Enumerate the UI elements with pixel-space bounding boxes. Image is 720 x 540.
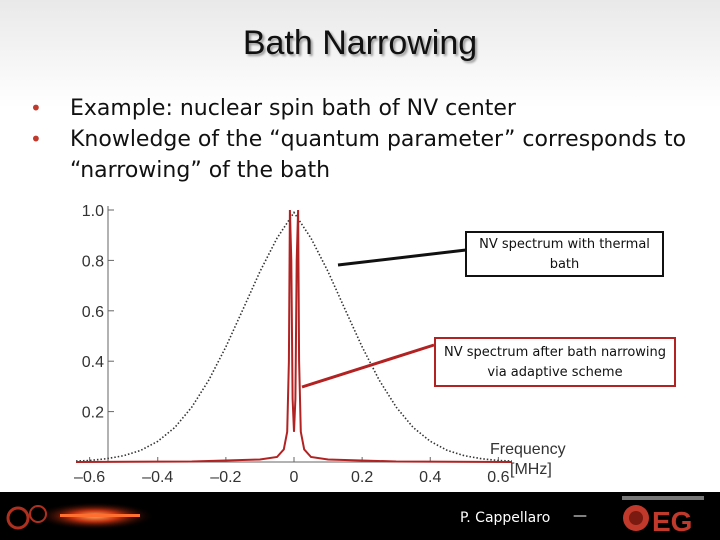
leader-line-narrowed: [301, 343, 435, 389]
qeg-logo-icon: EG: [622, 496, 704, 536]
bullet-dot-icon: •: [30, 126, 42, 151]
series-line-narrowed: [75, 209, 513, 463]
x-axis-label-unit: [MHz]: [510, 461, 552, 478]
svg-text:EG: EG: [652, 506, 692, 536]
y-tick-label: 0.8: [82, 253, 104, 270]
footer-author: P. Cappellaro: [460, 510, 551, 526]
x-tick-label: 0.6: [487, 469, 509, 486]
y-tick-label: 0.2: [82, 405, 104, 422]
callout-narrowed-bath: NV spectrum after bath narrowing via ada…: [434, 337, 676, 387]
bullet-text: Knowledge of the “quantum parameter” cor…: [70, 126, 687, 183]
callout-thermal-bath: NV spectrum with thermal bath: [465, 231, 664, 277]
footer-bar: P. Cappellaro — EG: [0, 492, 720, 540]
x-tick-label: 0: [290, 469, 299, 486]
y-tick-label: 1.0: [82, 203, 104, 220]
y-tick-label: 0.4: [82, 354, 104, 371]
series-line-thermal: [75, 211, 513, 462]
bullet-list: • Example: nuclear spin bath of NV cente…: [30, 94, 690, 186]
chart-series: [75, 209, 513, 463]
footer-dash: —: [573, 508, 587, 524]
bullet-text: Example: nuclear spin bath of NV center: [70, 96, 516, 121]
x-tick-label: –0.4: [142, 469, 173, 486]
x-tick-label: –0.6: [74, 469, 105, 486]
bullet-item: • Knowledge of the “quantum parameter” c…: [30, 125, 690, 187]
leader-line-thermal: [337, 248, 467, 267]
footer-laser-glow-icon: [6, 502, 155, 530]
x-axis-label-frequency: Frequency: [490, 441, 566, 458]
bullet-item: • Example: nuclear spin bath of NV cente…: [30, 94, 690, 125]
x-tick-label: 0.4: [419, 469, 441, 486]
x-tick-label: –0.2: [210, 469, 241, 486]
slide-title: Bath Narrowing: [242, 24, 478, 62]
x-tick-label: 0.2: [351, 469, 373, 486]
y-tick-label: 0.6: [82, 304, 104, 321]
callout-leader-lines: [301, 248, 467, 389]
bullet-dot-icon: •: [30, 96, 42, 120]
